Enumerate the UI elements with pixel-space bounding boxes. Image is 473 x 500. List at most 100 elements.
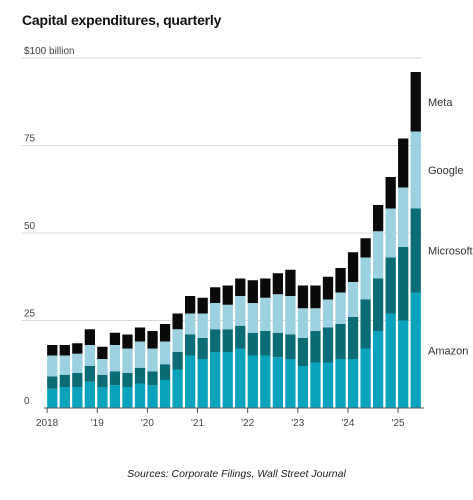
bar-segment-google <box>122 348 133 373</box>
bar-segment-microsoft <box>134 367 146 384</box>
bar-segment-amazon <box>347 359 359 408</box>
bar-segment-google <box>84 345 96 366</box>
bar-segment-google <box>372 231 384 279</box>
bar-segment-google <box>297 308 309 338</box>
bar-segment-meta <box>398 138 409 188</box>
bar-segment-meta <box>197 297 208 314</box>
bar-segment-meta <box>347 252 359 282</box>
bar-segment-meta <box>47 345 58 356</box>
legend: Amazon Microsoft Google Meta <box>428 97 473 358</box>
bar-segment-microsoft <box>335 324 346 359</box>
bar-segment-amazon <box>72 387 83 408</box>
bar-segment-microsoft <box>385 257 396 314</box>
bar-segment-amazon <box>109 385 121 408</box>
source-note: Sources: Corporate Filings, Wall Street … <box>127 468 346 480</box>
bar-segment-microsoft <box>347 317 359 359</box>
bar-segment-amazon <box>184 355 196 408</box>
bar-segment-meta <box>272 273 284 295</box>
bar-segment-meta <box>247 280 258 303</box>
x-tick-label: '20 <box>141 418 154 429</box>
bar-segment-amazon <box>297 366 309 408</box>
bar-segment-google <box>410 131 421 209</box>
bar-segment-meta <box>385 177 396 209</box>
x-tick-label: 2018 <box>36 418 59 429</box>
bar-segment-meta <box>335 268 346 293</box>
bar-segment-amazon <box>322 362 334 408</box>
bar-segment-google <box>184 313 196 335</box>
bar-segment-amazon <box>84 381 96 408</box>
y-tick-label: 75 <box>24 134 36 145</box>
bar-segment-amazon <box>272 357 284 408</box>
bar-segment-meta <box>134 327 146 342</box>
bar-segment-microsoft <box>297 338 309 366</box>
bar-segment-microsoft <box>210 329 221 352</box>
bar-segment-google <box>272 294 284 333</box>
bar-segment-microsoft <box>159 364 171 380</box>
bar-segment-microsoft <box>272 332 284 358</box>
y-tick-label: $100 billion <box>24 46 75 57</box>
bar-segment-amazon <box>172 369 183 408</box>
bar-segment-meta <box>372 205 384 232</box>
y-tick-label: 0 <box>24 396 30 407</box>
bar-segment-microsoft <box>310 331 321 363</box>
bar-segment-meta <box>109 332 121 345</box>
x-tick-label: '23 <box>291 418 304 429</box>
bar-segment-amazon <box>310 362 321 408</box>
bar-segment-microsoft <box>47 376 58 389</box>
bar-segment-amazon <box>210 352 221 408</box>
bar-segment-microsoft <box>97 374 108 387</box>
bar-segment-amazon <box>410 292 421 408</box>
bar-segment-amazon <box>398 320 409 408</box>
bar-segment-amazon <box>235 348 246 408</box>
bar-segment-microsoft <box>360 299 371 349</box>
bar-segment-amazon <box>360 348 371 408</box>
bar-segment-amazon <box>335 359 346 408</box>
bar-segment-microsoft <box>184 334 196 356</box>
bar-segment-amazon <box>285 359 296 408</box>
bar-segment-google <box>172 329 183 352</box>
bar-segment-meta <box>285 269 296 296</box>
bar-segment-google <box>285 296 296 335</box>
bar-segment-meta <box>410 72 421 132</box>
x-tick-label: '25 <box>392 418 405 429</box>
bar-segment-microsoft <box>59 374 70 387</box>
bar-segment-amazon <box>372 331 384 408</box>
bar-segment-microsoft <box>109 371 121 386</box>
bar-segment-google <box>59 355 70 375</box>
y-tick-label: 25 <box>24 309 36 320</box>
bar-segment-google <box>335 292 346 324</box>
bar-segment-meta <box>310 285 321 309</box>
bar-segment-google <box>360 257 371 300</box>
bar-segment-google <box>322 299 334 328</box>
bar-segment-meta <box>210 287 221 303</box>
axes: 0 25 50 75 $100 billion 2018 '19 '20 '21 '22 '23 '2… <box>24 46 424 429</box>
bar-segment-microsoft <box>372 278 384 331</box>
bar-segment-google <box>398 187 409 247</box>
bar-segment-meta <box>297 285 309 309</box>
bar-segment-amazon <box>222 352 233 408</box>
bar-segment-microsoft <box>322 327 334 363</box>
bar-segment-meta <box>72 343 83 354</box>
legend-label-meta: Meta <box>428 97 453 109</box>
bar-segment-microsoft <box>147 371 158 386</box>
bar-segment-amazon <box>260 355 271 408</box>
bar-segment-meta <box>222 285 233 305</box>
bar-segment-meta <box>147 331 158 349</box>
bar-segment-microsoft <box>410 208 421 293</box>
bar-segment-google <box>159 341 171 365</box>
bar-stacks <box>47 72 421 408</box>
bar-segment-meta <box>97 346 108 359</box>
legend-label-amazon: Amazon <box>428 345 468 357</box>
bar-segment-microsoft <box>222 329 233 352</box>
bar-segment-microsoft <box>247 332 258 356</box>
bar-segment-google <box>235 296 246 326</box>
bar-segment-amazon <box>147 385 158 408</box>
bar-segment-google <box>72 353 83 373</box>
bar-segment-meta <box>84 329 96 345</box>
bar-segment-amazon <box>97 387 108 408</box>
bar-segment-meta <box>122 334 133 349</box>
bar-segment-google <box>97 359 108 375</box>
stacked-bar-chart: 0 25 50 75 $100 billion 2018 '19 '20 '21 '22 '23 '2… <box>22 46 473 429</box>
bar-segment-amazon <box>385 313 396 408</box>
bar-segment-meta <box>59 345 70 356</box>
